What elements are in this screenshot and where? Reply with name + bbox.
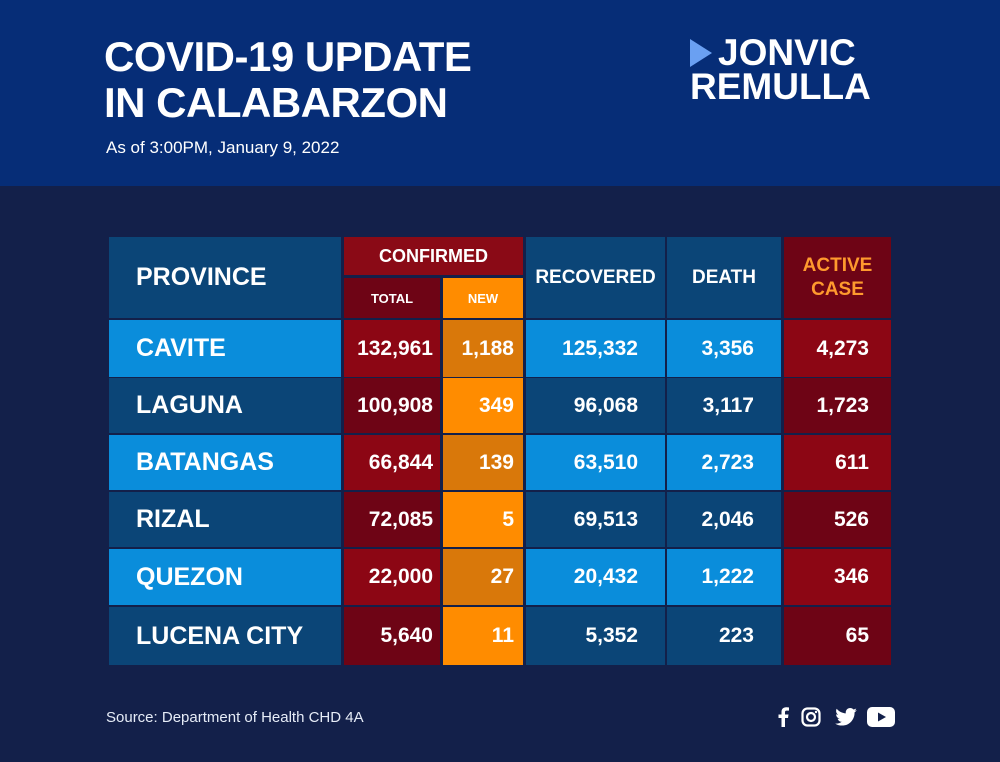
source-note: Source: Department of Health CHD 4A bbox=[106, 709, 364, 726]
confirmed-new: 139 bbox=[443, 435, 523, 490]
province-name: LUCENA CITY bbox=[109, 607, 341, 665]
recovered-count: 69,513 bbox=[526, 492, 665, 547]
active-count: 526 bbox=[784, 492, 891, 547]
brand-logo: JONVIC REMULLA bbox=[690, 32, 871, 107]
active-case-header: ACTIVE CASE bbox=[784, 237, 891, 318]
province-name: BATANGAS bbox=[109, 435, 341, 490]
total-subheader: TOTAL bbox=[344, 278, 440, 318]
facebook-icon[interactable] bbox=[776, 706, 790, 728]
as-of-date: As of 3:00PM, January 9, 2022 bbox=[106, 138, 340, 157]
confirmed-new: 1,188 bbox=[443, 320, 523, 377]
death-count: 3,356 bbox=[667, 320, 781, 377]
play-triangle-icon bbox=[690, 39, 712, 67]
active-count: 611 bbox=[784, 435, 891, 490]
page-title: COVID-19 UPDATE IN CALABARZON bbox=[104, 33, 472, 126]
recovered-count: 96,068 bbox=[526, 378, 665, 433]
active-count: 1,723 bbox=[784, 378, 891, 433]
recovered-header: RECOVERED bbox=[526, 237, 665, 318]
instagram-icon[interactable] bbox=[800, 706, 822, 728]
active-count: 4,273 bbox=[784, 320, 891, 377]
death-count: 223 bbox=[667, 607, 781, 665]
confirmed-header: CONFIRMED bbox=[344, 237, 523, 275]
recovered-count: 125,332 bbox=[526, 320, 665, 377]
active-count: 346 bbox=[784, 549, 891, 605]
confirmed-total: 100,908 bbox=[344, 378, 440, 433]
title-line-2: IN CALABARZON bbox=[104, 79, 448, 126]
confirmed-total: 72,085 bbox=[344, 492, 440, 547]
death-header: DEATH bbox=[667, 237, 781, 318]
new-subheader: NEW bbox=[443, 278, 523, 318]
youtube-icon[interactable] bbox=[866, 706, 896, 728]
province-name: LAGUNA bbox=[109, 378, 341, 433]
confirmed-total: 132,961 bbox=[344, 320, 440, 377]
active-label-line-1: ACTIVE bbox=[802, 254, 873, 276]
logo-line-1: JONVIC bbox=[718, 32, 856, 73]
province-name: QUEZON bbox=[109, 549, 341, 605]
death-count: 1,222 bbox=[667, 549, 781, 605]
confirmed-total: 66,844 bbox=[344, 435, 440, 490]
confirmed-new: 349 bbox=[443, 378, 523, 433]
confirmed-new: 11 bbox=[443, 607, 523, 665]
confirmed-total: 22,000 bbox=[344, 549, 440, 605]
confirmed-total: 5,640 bbox=[344, 607, 440, 665]
death-count: 3,117 bbox=[667, 378, 781, 433]
active-label-line-2: CASE bbox=[811, 278, 864, 300]
recovered-count: 20,432 bbox=[526, 549, 665, 605]
recovered-count: 5,352 bbox=[526, 607, 665, 665]
recovered-count: 63,510 bbox=[526, 435, 665, 490]
title-line-1: COVID-19 UPDATE bbox=[104, 33, 472, 80]
province-header: PROVINCE bbox=[109, 237, 341, 318]
logo-line-2: REMULLA bbox=[690, 66, 871, 107]
province-name: CAVITE bbox=[109, 320, 341, 377]
twitter-icon[interactable] bbox=[834, 706, 858, 728]
confirmed-new: 5 bbox=[443, 492, 523, 547]
province-name: RIZAL bbox=[109, 492, 341, 547]
header-band bbox=[0, 0, 1000, 186]
confirmed-new: 27 bbox=[443, 549, 523, 605]
death-count: 2,723 bbox=[667, 435, 781, 490]
death-count: 2,046 bbox=[667, 492, 781, 547]
active-count: 65 bbox=[784, 607, 891, 665]
